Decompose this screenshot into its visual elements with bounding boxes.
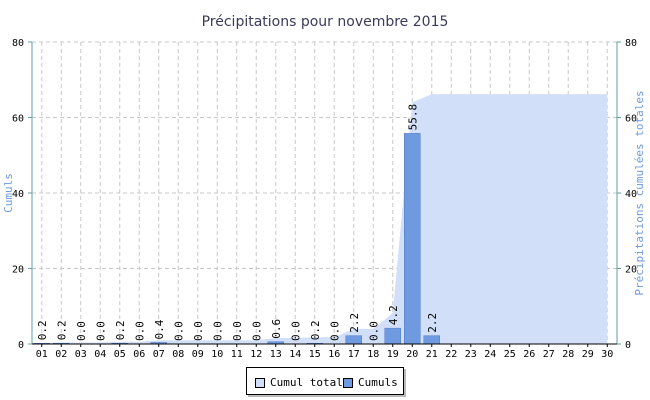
x-tick-label-07: 07 xyxy=(153,349,165,360)
x-tick-label-09: 09 xyxy=(192,349,204,360)
x-tick-label-08: 08 xyxy=(172,349,184,360)
x-tick-label-30: 30 xyxy=(601,349,613,360)
x-tick-label-20: 20 xyxy=(406,349,418,360)
y-tick-label-left: 40 xyxy=(12,189,24,200)
bar-value-label-09: 0.0 xyxy=(192,321,205,341)
x-tick-label-15: 15 xyxy=(309,349,321,360)
legend-item-cumuls: Cumuls xyxy=(343,376,398,389)
x-tick-label-22: 22 xyxy=(445,349,457,360)
x-tick-label-04: 04 xyxy=(94,349,106,360)
bar-value-label-17: 2.2 xyxy=(348,313,361,333)
y-tick-label-right: 0 xyxy=(625,340,631,351)
legend-swatch-cumuls xyxy=(343,377,353,388)
y-tick-label-left: 80 xyxy=(12,38,24,49)
x-tick-label-25: 25 xyxy=(504,349,516,360)
x-tick-label-03: 03 xyxy=(75,349,87,360)
x-tick-label-24: 24 xyxy=(484,349,496,360)
cumul-total-area xyxy=(41,94,608,344)
x-tick-label-01: 01 xyxy=(36,349,48,360)
x-tick-label-11: 11 xyxy=(231,349,243,360)
x-tick-label-18: 18 xyxy=(367,349,379,360)
chart-title: Précipitations pour novembre 2015 xyxy=(201,14,449,30)
bar-value-label-20: 55.8 xyxy=(406,104,419,131)
x-tick-label-19: 19 xyxy=(387,349,399,360)
x-tick-label-17: 17 xyxy=(348,349,360,360)
bar-value-label-06: 0.0 xyxy=(133,321,146,341)
x-tick-label-06: 06 xyxy=(133,349,145,360)
y-axis-title-right: Précipitations cumulées totales xyxy=(633,90,646,295)
axes xyxy=(28,41,621,347)
bar-value-label-08: 0.0 xyxy=(172,321,185,341)
y-tick-label-left: 0 xyxy=(18,340,24,351)
x-tick-label-14: 14 xyxy=(289,349,301,360)
bar-value-label-18: 0.0 xyxy=(367,321,380,341)
bar-value-label-01: 0.2 xyxy=(36,320,49,340)
bar-21 xyxy=(423,335,440,345)
bar-value-label-15: 0.2 xyxy=(309,320,322,340)
x-tick-label-16: 16 xyxy=(328,349,340,360)
x-tick-label-12: 12 xyxy=(250,349,262,360)
bars xyxy=(33,133,440,345)
x-tick-label-29: 29 xyxy=(582,349,594,360)
cumulative-area xyxy=(41,94,608,344)
bar-value-label-10: 0.0 xyxy=(211,321,224,341)
x-tick-label-10: 10 xyxy=(211,349,223,360)
y-tick-label-right: 60 xyxy=(625,114,637,125)
bar-value-label-03: 0.0 xyxy=(75,321,88,341)
bar-value-label-07: 0.4 xyxy=(153,319,166,339)
bar-value-label-05: 0.2 xyxy=(114,320,127,340)
bar-value-label-11: 0.0 xyxy=(231,321,244,341)
bar-value-label-12: 0.0 xyxy=(250,321,263,341)
bar-value-label-21: 2.2 xyxy=(426,313,439,333)
y-tick-label-right: 40 xyxy=(625,189,637,200)
y-tick-label-left: 20 xyxy=(12,265,24,276)
legend-item-cumul-total: Cumul total xyxy=(255,376,343,389)
legend-swatch-cumul-total xyxy=(255,377,265,388)
x-tick-label-28: 28 xyxy=(562,349,574,360)
legend-label-cumuls: Cumuls xyxy=(358,376,398,389)
y-tick-label-right: 80 xyxy=(625,38,637,49)
x-tick-label-05: 05 xyxy=(114,349,126,360)
legend: Cumul total Cumuls xyxy=(246,367,404,395)
x-tick-label-23: 23 xyxy=(465,349,477,360)
x-tick-label-02: 02 xyxy=(55,349,67,360)
y-axis-title-left: Cumuls xyxy=(2,173,15,213)
x-tick-label-27: 27 xyxy=(543,349,555,360)
bar-20 xyxy=(404,133,421,345)
bar-value-label-13: 0.6 xyxy=(270,319,283,339)
bar-17 xyxy=(345,335,362,345)
bar-19 xyxy=(384,327,401,345)
x-tick-label-13: 13 xyxy=(270,349,282,360)
x-tick-label-26: 26 xyxy=(523,349,535,360)
y-tick-label-right: 20 xyxy=(625,265,637,276)
bar-value-label-19: 4.2 xyxy=(387,305,400,325)
bar-value-label-16: 0.0 xyxy=(328,321,341,341)
bar-value-label-14: 0.0 xyxy=(289,321,302,341)
x-tick-label-21: 21 xyxy=(426,349,438,360)
legend-label-cumul-total: Cumul total xyxy=(270,376,343,389)
y-tick-label-left: 60 xyxy=(12,114,24,125)
bar-value-label-02: 0.2 xyxy=(55,320,68,340)
bar-value-label-04: 0.0 xyxy=(94,321,107,341)
